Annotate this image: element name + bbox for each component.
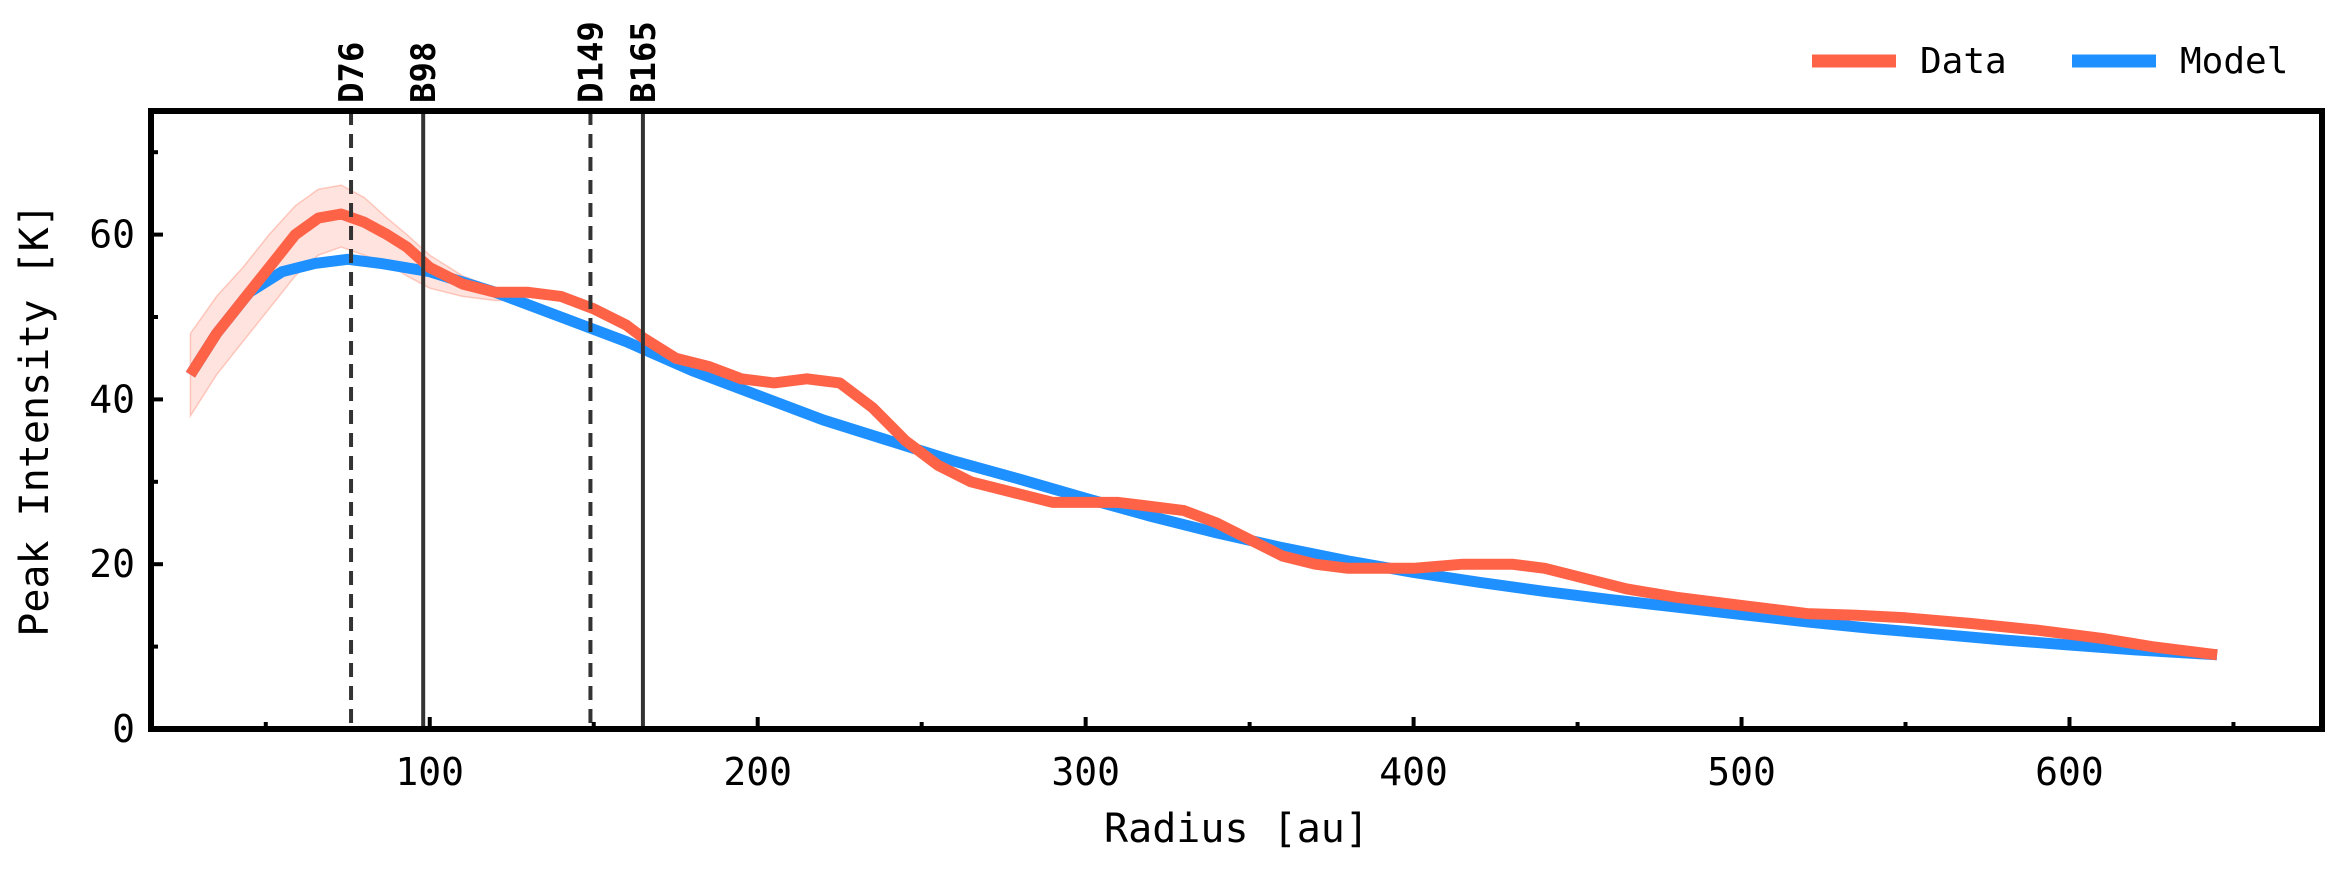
y-tick-label: 40 [89,377,135,421]
axes-group: 100 200 300 400 500 600 0 20 40 60 [89,108,2325,794]
y-tick-label: 20 [89,542,135,586]
ring-label-b165: B165 [624,21,664,103]
ring-label-d76: D76 [332,42,372,103]
y-axis-title: Peak Intensity [K] [12,203,58,636]
series-line-data [185,208,2218,661]
x-tick-label: 600 [2035,750,2104,794]
series-group [185,208,2218,661]
y-tick-label: 0 [112,707,135,751]
legend-label-model: Model [2180,41,2288,82]
x-tick-label: 400 [1379,750,1448,794]
legend: Data Model [1812,41,2288,82]
x-tick-label: 500 [1707,750,1776,794]
legend-label-data: Data [1920,41,2007,82]
ring-lines-group: D76 B98 D149 B165 [332,21,664,729]
ring-label-b98: B98 [404,42,444,103]
x-tick-label: 100 [395,750,464,794]
x-axis-title: Radius [au] [1104,806,1369,852]
y-tick-label: 60 [89,213,135,257]
ring-label-d149: D149 [571,21,611,103]
x-tick-label: 200 [723,750,792,794]
plot-frame [148,108,2325,732]
x-tick-label: 300 [1051,750,1120,794]
series-line-model [185,253,2218,661]
